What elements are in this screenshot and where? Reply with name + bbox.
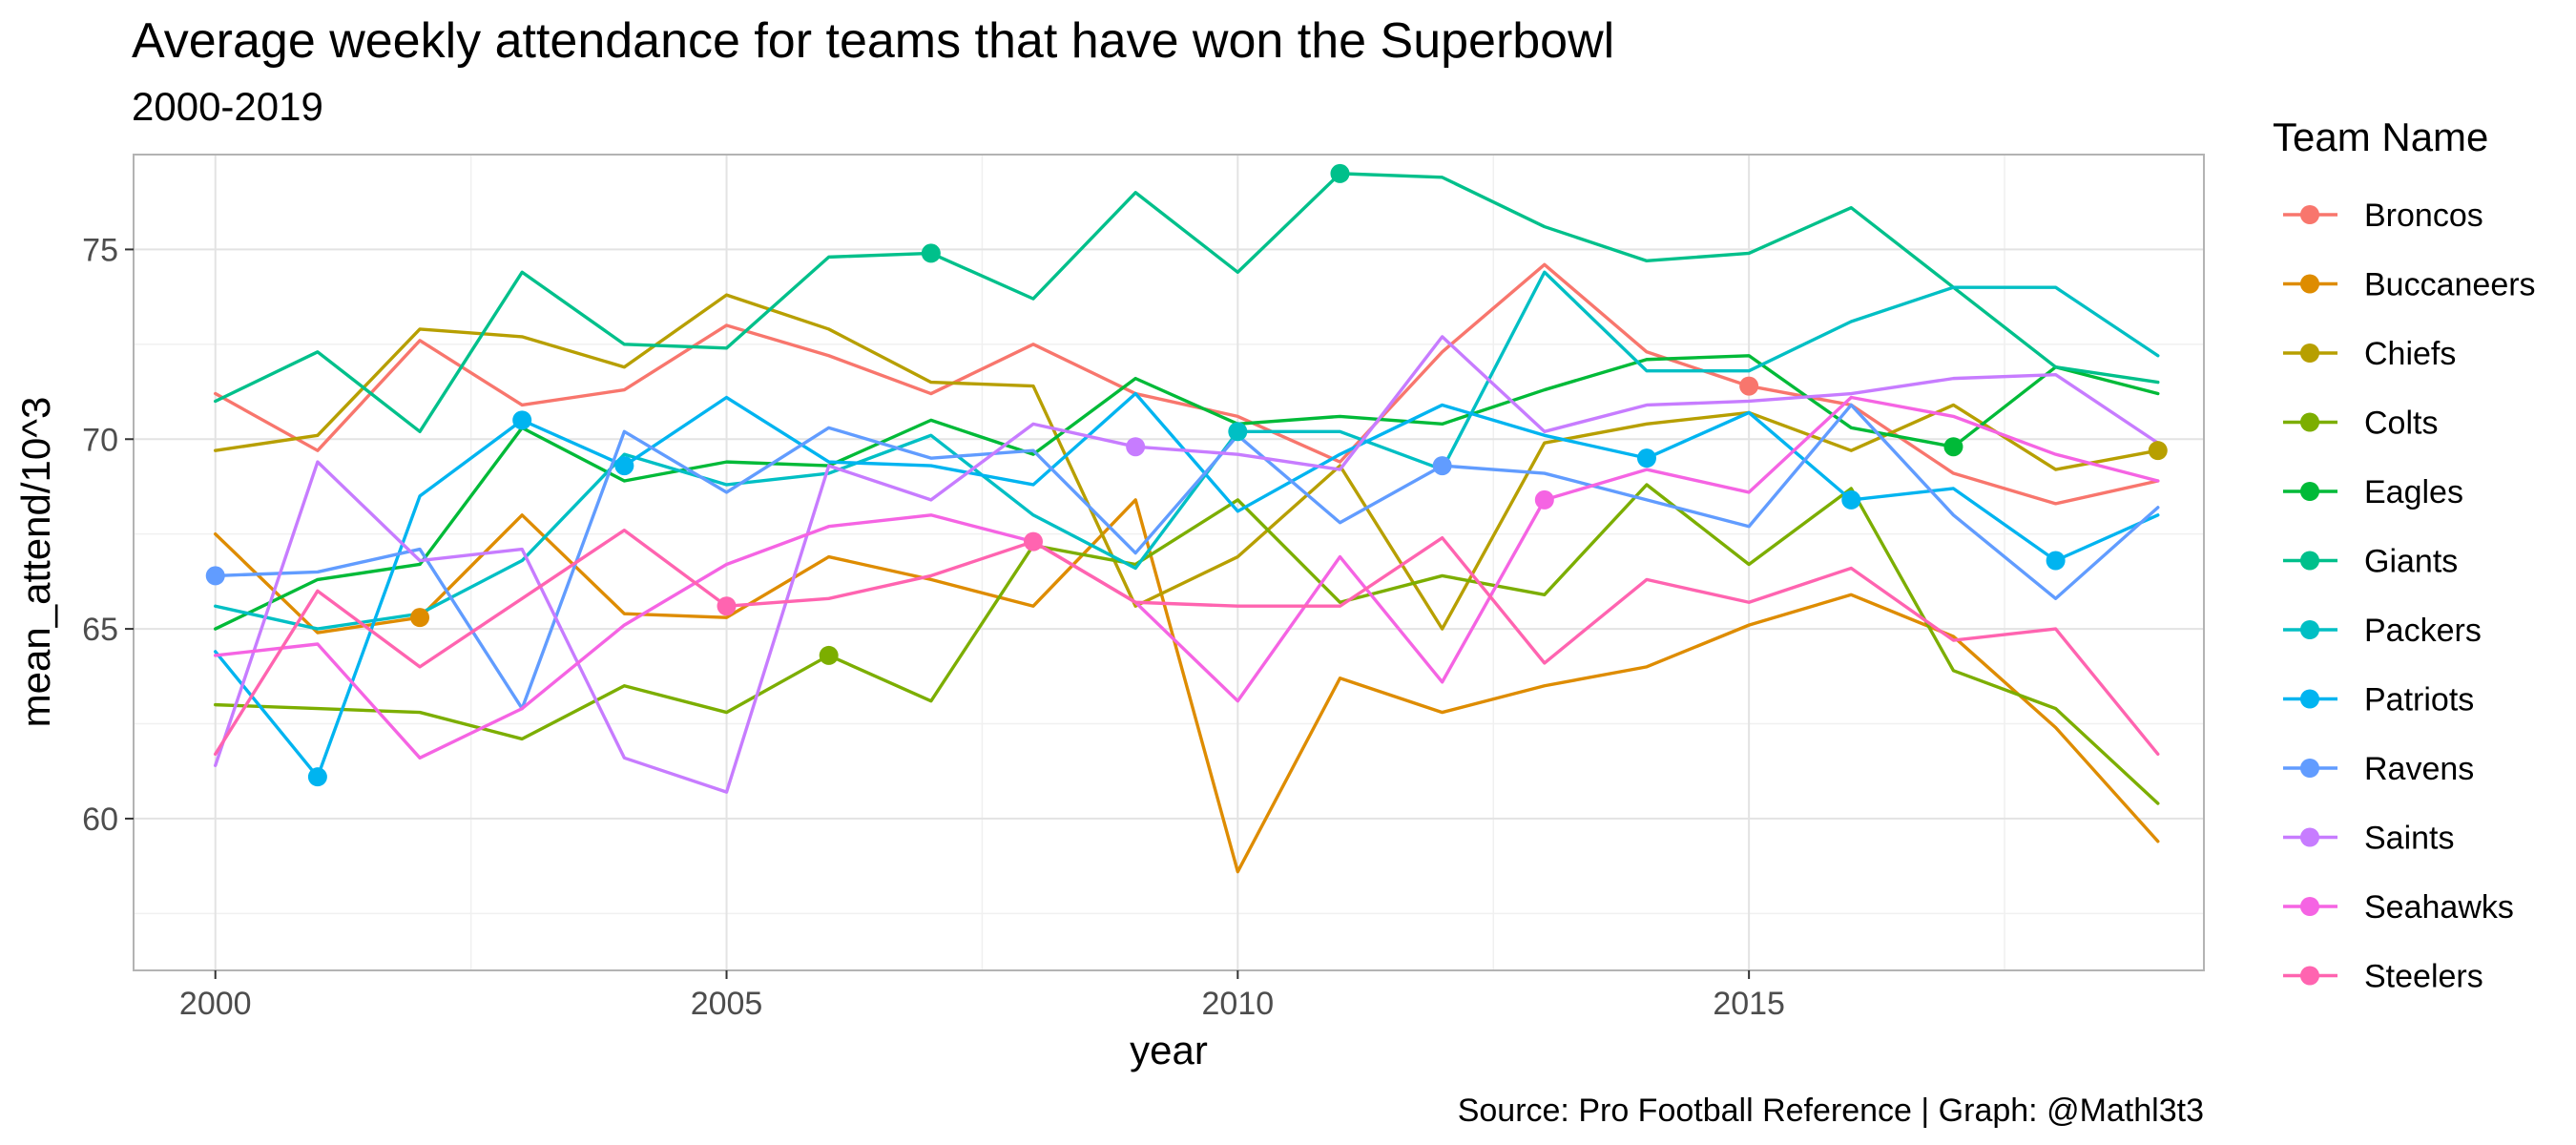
highlight-point-patriots: [1841, 489, 1861, 510]
series-line-saints: [214, 335, 2160, 794]
legend-label: Steelers: [2364, 959, 2483, 995]
legend-item-colts: Colts: [2283, 406, 2438, 442]
y-tick-label: 60: [82, 802, 118, 838]
legend-key-point: [2300, 482, 2319, 501]
legend-key-point: [2300, 274, 2319, 294]
chart-subtitle: 2000-2019: [132, 84, 323, 129]
highlight-point-patriots: [614, 456, 634, 476]
legend-label: Giants: [2364, 544, 2458, 580]
legend-item-patriots: Patriots: [2283, 682, 2474, 718]
y-tick-label: 70: [82, 422, 118, 458]
series-line-colts: [214, 483, 2160, 805]
legend-item-giants: Giants: [2283, 544, 2458, 580]
highlight-point-steelers: [1024, 531, 1044, 552]
legend-label: Broncos: [2364, 198, 2483, 234]
legend-key-point: [2300, 966, 2319, 986]
highlight-point-buccaneers: [410, 608, 430, 628]
legend-key-point: [2300, 827, 2319, 847]
series-line-buccaneers: [214, 498, 2160, 874]
highlight-point-patriots: [1636, 448, 1656, 468]
series-line-seahawks: [214, 395, 2160, 760]
legend-label: Packers: [2364, 613, 2482, 649]
chart-caption: Source: Pro Football Reference | Graph: …: [1458, 1093, 2204, 1129]
x-tick-label: 2000: [179, 986, 252, 1022]
legend-item-packers: Packers: [2283, 613, 2482, 649]
legend-label: Buccaneers: [2364, 267, 2536, 303]
y-axis-title: mean_attend/10^3: [13, 397, 58, 728]
legend-label: Ravens: [2364, 751, 2474, 787]
legend-key-point: [2300, 344, 2319, 363]
legend-key-point: [2300, 205, 2319, 224]
legend-key-point: [2300, 759, 2319, 778]
highlight-point-eagles: [1943, 437, 1963, 457]
highlight-point-ravens: [1432, 456, 1452, 476]
x-tick-label: 2015: [1713, 986, 1785, 1022]
legend-label: Patriots: [2364, 682, 2474, 718]
legend-item-steelers: Steelers: [2283, 959, 2483, 995]
legend-item-ravens: Ravens: [2283, 751, 2474, 787]
y-tick-label: 65: [82, 612, 118, 648]
legend-label: Eagles: [2364, 474, 2463, 510]
highlight-point-colts: [819, 645, 839, 665]
y-axis-ticks: 60 65 70 75: [82, 232, 134, 838]
highlight-point-saints: [1126, 437, 1146, 457]
x-tick-label: 2010: [1202, 986, 1275, 1022]
legend-title: Team Name: [2273, 114, 2488, 159]
series-line-giants: [214, 172, 2160, 434]
legend-item-buccaneers: Buccaneers: [2283, 267, 2536, 303]
highlight-points: [205, 163, 2168, 787]
series-line-steelers: [214, 528, 2160, 757]
series-line-broncos: [214, 262, 2160, 506]
highlight-point-steelers: [717, 596, 737, 616]
legend-item-seahawks: Seahawks: [2283, 889, 2514, 926]
highlight-point-ravens: [205, 566, 225, 586]
highlight-point-giants: [1330, 163, 1350, 183]
legend-key-point: [2300, 551, 2319, 571]
x-axis-title: year: [1130, 1028, 1208, 1072]
plot-panel-border: [133, 154, 2205, 971]
series-line-ravens: [214, 403, 2160, 711]
highlight-point-giants: [921, 243, 941, 263]
highlight-point-chiefs: [2148, 441, 2168, 461]
legend-key-point: [2300, 412, 2319, 432]
series-line-eagles: [214, 354, 2160, 631]
highlight-point-packers: [1228, 422, 1248, 442]
series-lines: [214, 172, 2160, 874]
legend-label: Chiefs: [2364, 336, 2456, 372]
legend-item-chiefs: Chiefs: [2283, 336, 2456, 372]
highlight-point-broncos: [1739, 376, 1759, 396]
legend-key-point: [2300, 897, 2319, 916]
legend-key-point: [2300, 689, 2319, 709]
legend-item-saints: Saints: [2283, 821, 2455, 857]
series-line-chiefs: [214, 293, 2160, 631]
legend-key-point: [2300, 620, 2319, 639]
highlight-point-patriots: [512, 410, 532, 430]
x-tick-label: 2005: [691, 986, 763, 1022]
legend-item-eagles: Eagles: [2283, 474, 2463, 510]
x-axis-ticks: 2000 2005 2010 2015: [179, 970, 1785, 1022]
legend-item-broncos: Broncos: [2283, 198, 2483, 234]
series-line-packers: [214, 270, 2160, 631]
chart-title: Average weekly attendance for teams that…: [132, 13, 1614, 69]
legend-label: Seahawks: [2364, 889, 2514, 926]
legend: Broncos Buccaneers Chiefs Colts Eagles Giants…: [2283, 198, 2536, 995]
highlight-point-patriots: [2046, 551, 2066, 571]
highlight-point-patriots: [307, 767, 327, 787]
y-tick-label: 75: [82, 232, 118, 268]
legend-label: Saints: [2364, 821, 2455, 857]
legend-label: Colts: [2364, 406, 2438, 442]
highlight-point-seahawks: [1534, 489, 1554, 510]
series-line-patriots: [214, 391, 2160, 779]
